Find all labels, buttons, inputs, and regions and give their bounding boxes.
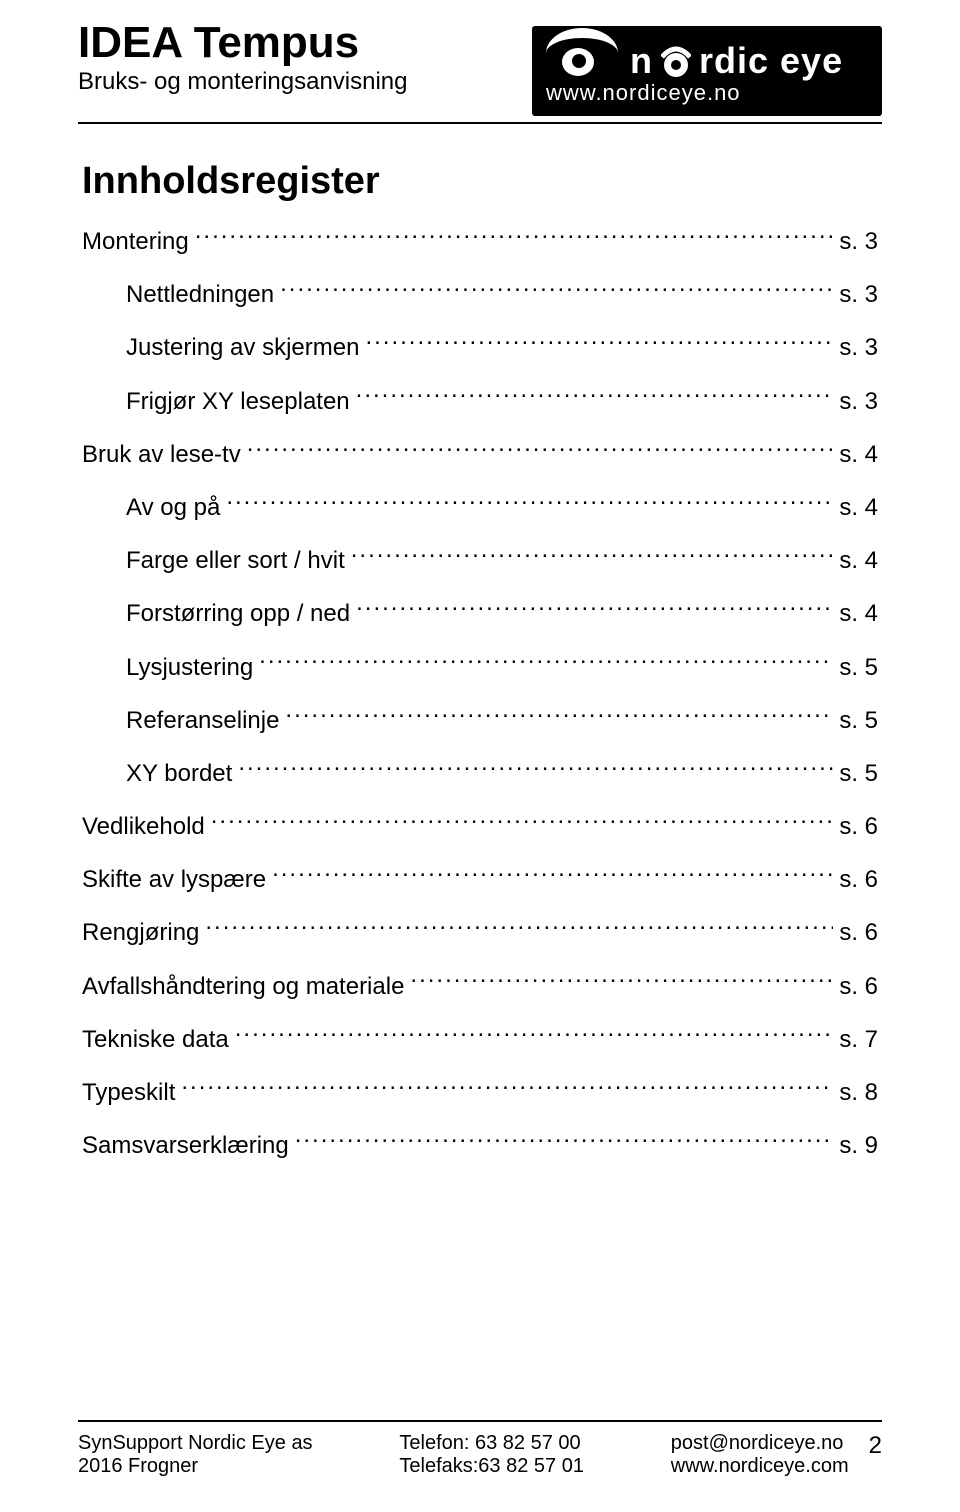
footer-fax: Telefaks:63 82 57 01 [399, 1455, 584, 1478]
toc-entry-page: s. 4 [833, 436, 878, 473]
toc-entry-label: Tekniske data [82, 1021, 235, 1058]
toc-entry-label: Forstørring opp / ned [126, 595, 356, 632]
toc-entry-page: s. 3 [833, 383, 878, 420]
eye-icon [548, 38, 616, 84]
toc-entry: Farge eller sort / hvit s. 4 [82, 542, 878, 579]
toc-dots [295, 1129, 834, 1153]
toc-entry: Montering s. 3 [82, 223, 878, 260]
product-name: IDEA Tempus [78, 20, 408, 66]
toc-entry-page: s. 6 [833, 968, 878, 1005]
toc-dots [351, 544, 834, 568]
toc-dots [272, 863, 833, 887]
toc-entry-label: Vedlikehold [82, 808, 211, 845]
footer-col-right: post@nordiceye.no www.nordiceye.com 2 [671, 1432, 882, 1478]
toc-entry: Frigjør XY leseplaten s. 3 [82, 383, 878, 420]
toc-entry-label: XY bordet [126, 755, 238, 792]
toc-entry: Rengjøring s. 6 [82, 914, 878, 951]
toc-dots [247, 438, 834, 462]
toc-entry-label: Bruk av lese-tv [82, 436, 247, 473]
toc-entry-label: Montering [82, 223, 195, 260]
document-page: IDEA Tempus Bruks- og monteringsanvisnin… [0, 0, 960, 1512]
toc-dots [238, 757, 833, 781]
header-left: IDEA Tempus Bruks- og monteringsanvisnin… [78, 20, 408, 96]
page-footer: SynSupport Nordic Eye as 2016 Frogner Te… [78, 1420, 882, 1478]
toc-entry-page: s. 3 [833, 223, 878, 260]
toc-entry: XY bordet s. 5 [82, 755, 878, 792]
toc-entry: Forstørring opp / ned s. 4 [82, 595, 878, 632]
toc-entry-label: Typeskilt [82, 1074, 181, 1111]
toc-entry-page: s. 4 [833, 542, 878, 579]
toc-entry: Samsvarserklæring s. 9 [82, 1127, 878, 1164]
footer-phone: Telefon: 63 82 57 00 [399, 1432, 584, 1455]
toc-entry-label: Justering av skjermen [126, 329, 365, 366]
toc-entry-page: s. 7 [833, 1021, 878, 1058]
footer-web: www.nordiceye.com [671, 1455, 849, 1478]
footer-address: 2016 Frogner [78, 1455, 313, 1478]
toc-entry-label: Samsvarserklæring [82, 1127, 295, 1164]
toc-entry-label: Rengjøring [82, 914, 205, 951]
logo-o-icon [667, 40, 685, 82]
toc-entry: Referanselinje s. 5 [82, 702, 878, 739]
toc-entry-label: Nettledningen [126, 276, 280, 313]
toc-dots [356, 597, 833, 621]
logo-top-row: n rdic eye [546, 38, 868, 84]
toc-dots [235, 1023, 834, 1047]
toc-dots [205, 916, 833, 940]
toc-entry-label: Farge eller sort / hvit [126, 542, 351, 579]
toc-entry-page: s. 4 [833, 595, 878, 632]
toc-entry-label: Skifte av lyspære [82, 861, 272, 898]
toc-entry-label: Avfallshåndtering og materiale [82, 968, 410, 1005]
logo-text-left: n [630, 40, 653, 82]
toc-entry-label: Frigjør XY leseplaten [126, 383, 356, 420]
document-subtitle: Bruks- og monteringsanvisning [78, 68, 408, 96]
toc-entry-page: s. 6 [833, 914, 878, 951]
toc-entry: Av og på s. 4 [82, 489, 878, 526]
logo-box: n rdic eye www.nordiceye.no [532, 26, 882, 116]
toc-entry: Avfallshåndtering og materiale s. 6 [82, 968, 878, 1005]
toc-entry-page: s. 3 [833, 329, 878, 366]
content: Innholdsregister Montering s. 3Nettledni… [78, 160, 882, 1164]
page-header: IDEA Tempus Bruks- og monteringsanvisnin… [78, 20, 882, 124]
toc-entry: Vedlikehold s. 6 [82, 808, 878, 845]
footer-col-middle: Telefon: 63 82 57 00 Telefaks:63 82 57 0… [399, 1432, 584, 1478]
toc-entry: Justering av skjermen s. 3 [82, 329, 878, 366]
toc-dots [181, 1076, 833, 1100]
toc-dots [195, 225, 834, 249]
toc-entry-page: s. 9 [833, 1127, 878, 1164]
toc-dots [280, 278, 833, 302]
toc-dots [285, 704, 833, 728]
toc-entry: Bruk av lese-tv s. 4 [82, 436, 878, 473]
toc-entry-page: s. 6 [833, 808, 878, 845]
toc-entry: Nettledningen s. 3 [82, 276, 878, 313]
toc-entry: Tekniske data s. 7 [82, 1021, 878, 1058]
company-logo: n rdic eye www.nordiceye.no [532, 26, 882, 116]
toc-entry-page: s. 8 [833, 1074, 878, 1111]
toc-dots [356, 385, 834, 409]
toc-entry: Lysjustering s. 5 [82, 649, 878, 686]
toc-entry-page: s. 3 [833, 276, 878, 313]
toc-entry-page: s. 5 [833, 755, 878, 792]
toc-entry-page: s. 4 [833, 489, 878, 526]
toc-list: Montering s. 3Nettledningen s. 3Justerin… [82, 223, 878, 1164]
footer-col-left: SynSupport Nordic Eye as 2016 Frogner [78, 1432, 313, 1478]
toc-entry: Skifte av lyspære s. 6 [82, 861, 878, 898]
toc-entry-page: s. 5 [833, 649, 878, 686]
toc-dots [410, 970, 833, 994]
toc-entry: Typeskilt s. 8 [82, 1074, 878, 1111]
toc-entry-label: Av og på [126, 489, 226, 526]
footer-email: post@nordiceye.no [671, 1432, 849, 1455]
toc-dots [211, 810, 834, 834]
toc-entry-label: Referanselinje [126, 702, 285, 739]
footer-company: SynSupport Nordic Eye as [78, 1432, 313, 1455]
toc-entry-label: Lysjustering [126, 649, 259, 686]
toc-entry-page: s. 6 [833, 861, 878, 898]
toc-title: Innholdsregister [82, 160, 878, 203]
toc-entry-page: s. 5 [833, 702, 878, 739]
toc-dots [259, 651, 833, 675]
page-number: 2 [849, 1432, 882, 1460]
logo-text-right: rdic eye [699, 40, 843, 82]
toc-dots [365, 331, 833, 355]
toc-dots [226, 491, 833, 515]
